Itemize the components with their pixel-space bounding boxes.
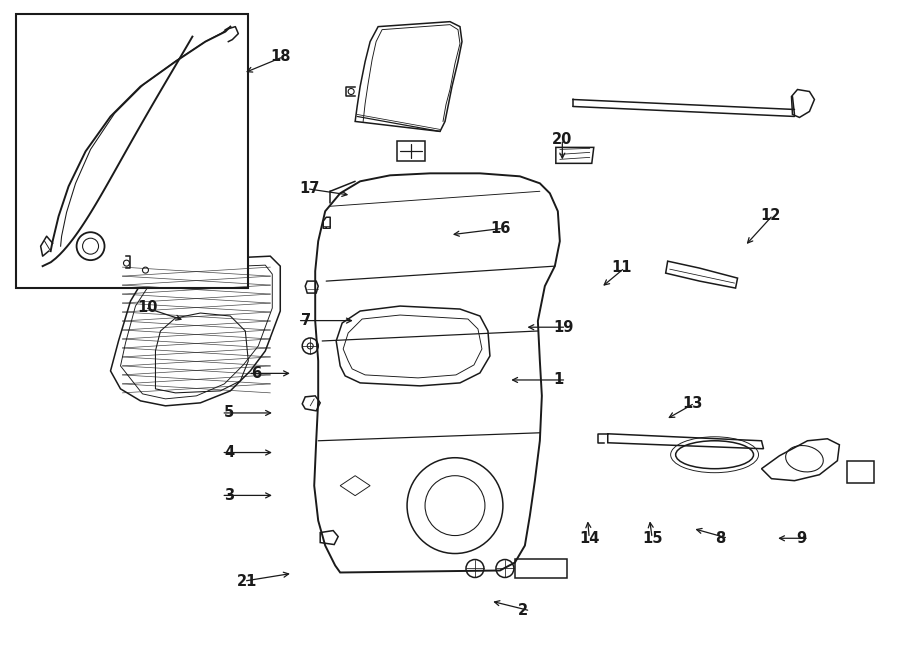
Text: 11: 11 — [612, 260, 633, 276]
Text: 2: 2 — [518, 603, 527, 618]
Text: 1: 1 — [554, 372, 563, 387]
Text: 3: 3 — [224, 488, 234, 503]
Bar — [515, 559, 567, 578]
Text: 18: 18 — [270, 50, 291, 64]
Text: 7: 7 — [301, 313, 310, 328]
Text: 19: 19 — [554, 320, 573, 334]
Text: 20: 20 — [552, 132, 572, 147]
Text: 10: 10 — [138, 300, 158, 315]
Text: 13: 13 — [682, 395, 702, 410]
Text: 6: 6 — [251, 366, 261, 381]
Text: 12: 12 — [760, 208, 780, 223]
Text: 14: 14 — [579, 531, 599, 546]
Text: 17: 17 — [300, 181, 319, 196]
Text: 9: 9 — [796, 531, 806, 546]
Text: 16: 16 — [491, 221, 511, 236]
Bar — [15, 14, 248, 288]
Text: 15: 15 — [642, 531, 662, 546]
Text: 5: 5 — [224, 405, 234, 420]
Text: 4: 4 — [224, 445, 234, 460]
Text: 21: 21 — [237, 574, 256, 589]
Text: 8: 8 — [716, 531, 725, 546]
